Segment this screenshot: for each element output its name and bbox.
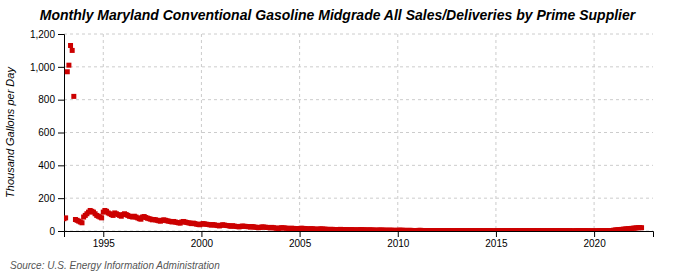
x-tick-label: 1995 xyxy=(93,238,116,249)
x-tick-mark xyxy=(201,231,202,237)
point xyxy=(639,225,644,230)
y-tick-label: 1,200 xyxy=(30,29,55,40)
y-tick-label: 600 xyxy=(38,127,55,138)
y-tick-mark xyxy=(58,100,64,101)
y-tick: 1,000 xyxy=(30,62,64,73)
grid-line-y xyxy=(64,66,653,67)
y-tick-label: 200 xyxy=(38,193,55,204)
x-axis-line xyxy=(65,232,654,238)
x-tick-label: 2010 xyxy=(387,238,410,249)
y-tick: 800 xyxy=(38,94,64,105)
y-tick-label: 800 xyxy=(38,94,55,105)
grid-line-y xyxy=(64,165,653,166)
y-tick: 400 xyxy=(38,160,64,171)
point xyxy=(70,48,75,53)
y-tick-mark xyxy=(58,133,64,134)
y-tick-label: 0 xyxy=(49,226,55,237)
x-tick: 2000 xyxy=(191,231,214,249)
y-tick-mark xyxy=(58,165,64,166)
point xyxy=(68,43,73,48)
y-tick-mark xyxy=(58,34,64,35)
y-axis-title: Thousand Gallons per Day xyxy=(4,66,16,198)
point xyxy=(99,215,104,220)
grid-line-y xyxy=(64,132,653,133)
x-tick-label: 2020 xyxy=(583,238,606,249)
plot-area: 1995 2000 2005 2010 2015 2020 0 200 400 600 800 1,0… xyxy=(30,29,654,249)
x-tick-mark xyxy=(103,231,104,237)
x-tick-label: 2005 xyxy=(289,238,312,249)
y-axis-line xyxy=(58,35,65,232)
grid-line-y xyxy=(64,198,653,199)
x-tick-mark xyxy=(496,231,497,237)
source: Source: U.S. Energy Information Administ… xyxy=(10,260,220,271)
x-tick: 1995 xyxy=(93,231,116,249)
grid-line-x xyxy=(201,34,202,231)
y-tick-label: 400 xyxy=(38,160,55,171)
x-tick: 2015 xyxy=(485,231,508,249)
grid xyxy=(64,34,653,231)
y-tick-mark xyxy=(58,231,64,232)
x-tick: 2005 xyxy=(289,231,312,249)
y-tick: 0 xyxy=(49,226,64,237)
y-tick: 1,200 xyxy=(30,29,64,40)
chart: 1995 2000 2005 2010 2015 2020 0 200 400 600 800 1,0… xyxy=(0,0,675,275)
y-axis: 0 200 400 600 800 1,000 1,200 xyxy=(30,29,65,237)
y-tick: 200 xyxy=(38,193,64,204)
x-axis: 1995 2000 2005 2010 2015 2020 xyxy=(65,231,654,249)
title: Monthly Maryland Conventional Gasoline M… xyxy=(40,7,637,23)
x-tick-mark xyxy=(300,231,301,237)
y-tick-label: 1,000 xyxy=(30,62,55,73)
point xyxy=(65,69,70,74)
point xyxy=(71,94,76,99)
grid-line-y xyxy=(64,34,653,35)
point xyxy=(66,63,71,68)
x-tick-mark xyxy=(398,231,399,237)
grid-line-y xyxy=(64,99,653,100)
point xyxy=(80,220,85,225)
grid-line-x xyxy=(397,34,398,231)
x-tick-label: 2000 xyxy=(191,238,214,249)
points xyxy=(64,43,644,231)
x-tick: 2010 xyxy=(387,231,410,249)
y-tick-mark xyxy=(58,67,64,68)
point xyxy=(64,215,68,220)
y-tick-mark xyxy=(58,198,64,199)
x-tick-mark xyxy=(594,231,595,237)
y-tick: 600 xyxy=(38,127,64,138)
x-tick-label: 2015 xyxy=(485,238,508,249)
x-tick: 2020 xyxy=(583,231,606,249)
